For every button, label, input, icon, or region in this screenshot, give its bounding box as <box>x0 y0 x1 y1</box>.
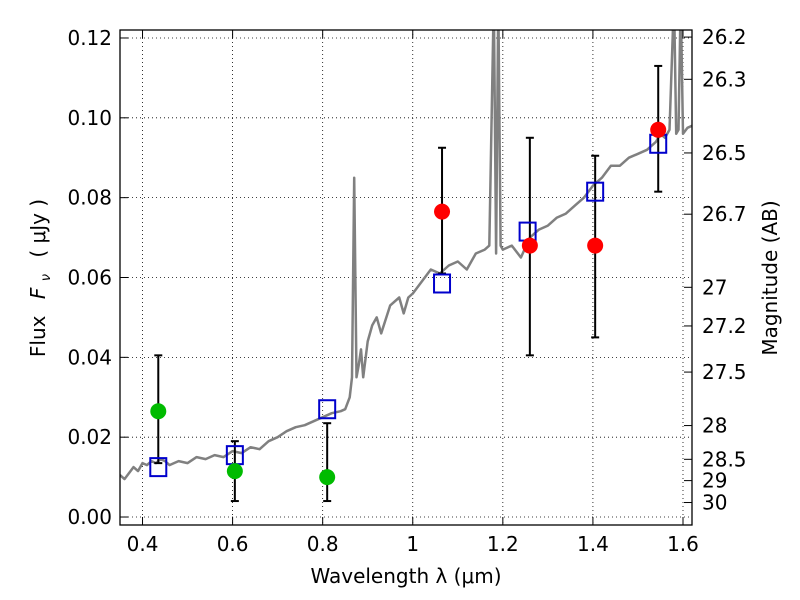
grid-lines <box>120 30 692 525</box>
spectrum-line <box>120 30 692 481</box>
observed-nir-point <box>650 121 667 138</box>
x-tick-label: 1 <box>406 532 419 556</box>
x-tick-labels: 0.4 0.6 0.8 1 1.2 1.4 1.6 <box>127 532 699 556</box>
model-photometry-square <box>149 457 168 478</box>
magnitude-tick-label: 27 <box>702 275 727 299</box>
magnitude-tick-label: 26.7 <box>702 202 747 226</box>
y-axis-title-units: ( μJy ) <box>26 199 50 258</box>
y-tick-label: 0.00 <box>67 505 112 529</box>
observed-optical-point <box>226 463 243 480</box>
x-tick-label: 1.6 <box>667 532 699 556</box>
magnitude-tick-label: 26.5 <box>702 141 747 165</box>
y-tick-label: 0.08 <box>67 186 112 210</box>
magnitude-tick-label: 27.5 <box>702 360 747 384</box>
observed-nir-point <box>434 203 451 220</box>
observed-nir-point <box>521 237 538 254</box>
magnitude-tick-label: 26.2 <box>702 25 747 49</box>
magnitude-tick-label: 27.2 <box>702 314 747 338</box>
y-axis-title: Flux F ν ( μJy ) <box>26 199 55 357</box>
y-tick-label: 0.02 <box>67 425 112 449</box>
y-axis-title-word: Flux <box>26 315 50 357</box>
plot-background <box>120 30 692 525</box>
magnitude-tick-label: 28 <box>702 414 727 438</box>
y-tick-label: 0.12 <box>67 26 112 50</box>
x-tick-label: 0.8 <box>307 532 339 556</box>
y-tick-label: 0.06 <box>67 266 112 290</box>
observed-optical-point <box>150 403 167 420</box>
y-tick-labels: 0.00 0.02 0.04 0.06 0.08 0.10 0.12 <box>67 26 112 529</box>
magnitude-tick-label: 29 <box>702 469 727 493</box>
magnitude-tick-label: 26.3 <box>702 67 747 91</box>
magnitude-tick-label: 30 <box>702 491 727 515</box>
x-tick-label: 1.2 <box>487 532 519 556</box>
x-tick-label: 0.6 <box>217 532 249 556</box>
spectrum-layer <box>120 30 692 481</box>
x-tick-label: 0.4 <box>127 532 159 556</box>
magnitude-tick-label: 28.5 <box>702 447 747 471</box>
tick-marks <box>120 30 692 525</box>
x-axis-title: Wavelength λ (μm) <box>310 564 501 588</box>
x-tick-label: 1.4 <box>577 532 609 556</box>
y-tick-label: 0.10 <box>67 106 112 130</box>
model-photometry-square <box>586 181 605 202</box>
y-axis-title-subscript: ν <box>39 274 54 281</box>
observed-nir-point <box>587 237 604 254</box>
model-photometry-square <box>433 273 452 294</box>
marker-layer <box>149 121 668 486</box>
model-photometry-square <box>318 399 337 420</box>
right-axis-title: Magnitude (AB) <box>758 200 782 355</box>
y-tick-label: 0.04 <box>67 345 112 369</box>
observed-optical-point <box>319 469 336 486</box>
y-axis-title-symbol: F <box>26 287 50 299</box>
